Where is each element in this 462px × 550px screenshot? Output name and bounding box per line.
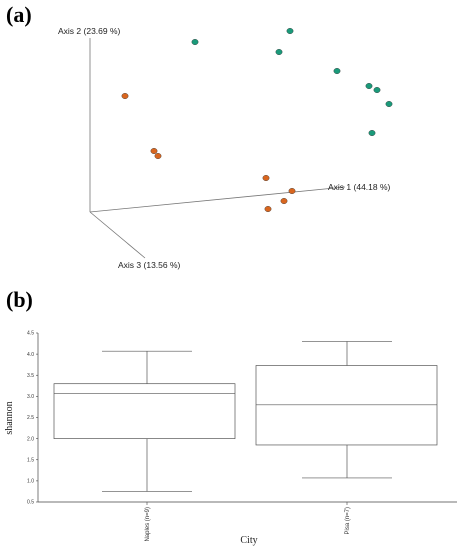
scatter-point bbox=[365, 82, 373, 89]
scatter-point bbox=[262, 174, 270, 181]
axis-3-line bbox=[89, 211, 146, 259]
scatter-point bbox=[150, 147, 158, 154]
panel-b-label: (b) bbox=[6, 287, 33, 312]
scatter-point bbox=[191, 39, 199, 46]
scatter-point bbox=[373, 86, 381, 93]
scatter-point bbox=[385, 100, 393, 107]
scatter-points bbox=[121, 28, 393, 212]
y-tick-label: 0.5 bbox=[27, 500, 34, 506]
y-tick-label: 3.5 bbox=[27, 373, 34, 379]
panel-a-label: (a) bbox=[6, 2, 32, 27]
scatter-point bbox=[264, 205, 272, 212]
iqr-box bbox=[53, 383, 236, 439]
y-tick-label: 4.0 bbox=[27, 352, 34, 358]
scatter-point bbox=[154, 152, 162, 159]
pcoa-scatter-plot: Axis 2 (23.69 %) Axis 1 (44.18 %) Axis 3… bbox=[58, 26, 393, 270]
y-tick-label: 4.5 bbox=[27, 331, 34, 337]
category-label: Pisa (n=7) bbox=[345, 507, 351, 535]
iqr-box bbox=[255, 365, 438, 446]
axis-2-label: Axis 2 (23.69 %) bbox=[58, 26, 121, 36]
axis-1-line bbox=[89, 186, 346, 213]
y-tick-label: 2.0 bbox=[27, 436, 34, 442]
category-label: Naples (n=9) bbox=[145, 507, 151, 542]
y-tick-label: 1.0 bbox=[27, 479, 34, 485]
x-axis-title: City bbox=[240, 535, 257, 546]
axis-1-label: Axis 1 (44.18 %) bbox=[328, 182, 391, 192]
scatter-point bbox=[121, 92, 129, 99]
scatter-point bbox=[368, 129, 376, 136]
scatter-point bbox=[280, 197, 288, 204]
y-tick-label: 2.5 bbox=[27, 415, 34, 421]
y-tick-labels: 0.5 1.0 1.5 2.0 2.5 3.0 3.5 4.0 4.5 bbox=[27, 331, 38, 506]
scatter-point bbox=[286, 28, 294, 35]
scatter-point bbox=[333, 67, 341, 74]
y-tick-label: 1.5 bbox=[27, 457, 34, 463]
y-tick-label: 3.0 bbox=[27, 394, 34, 400]
scatter-point bbox=[275, 49, 283, 56]
axis-3-label: Axis 3 (13.56 %) bbox=[118, 260, 181, 270]
y-axis-title: shannon bbox=[4, 401, 15, 434]
box-groups: Naples (n=9) Pisa (n=7) bbox=[53, 341, 438, 542]
scatter-point bbox=[288, 187, 296, 194]
